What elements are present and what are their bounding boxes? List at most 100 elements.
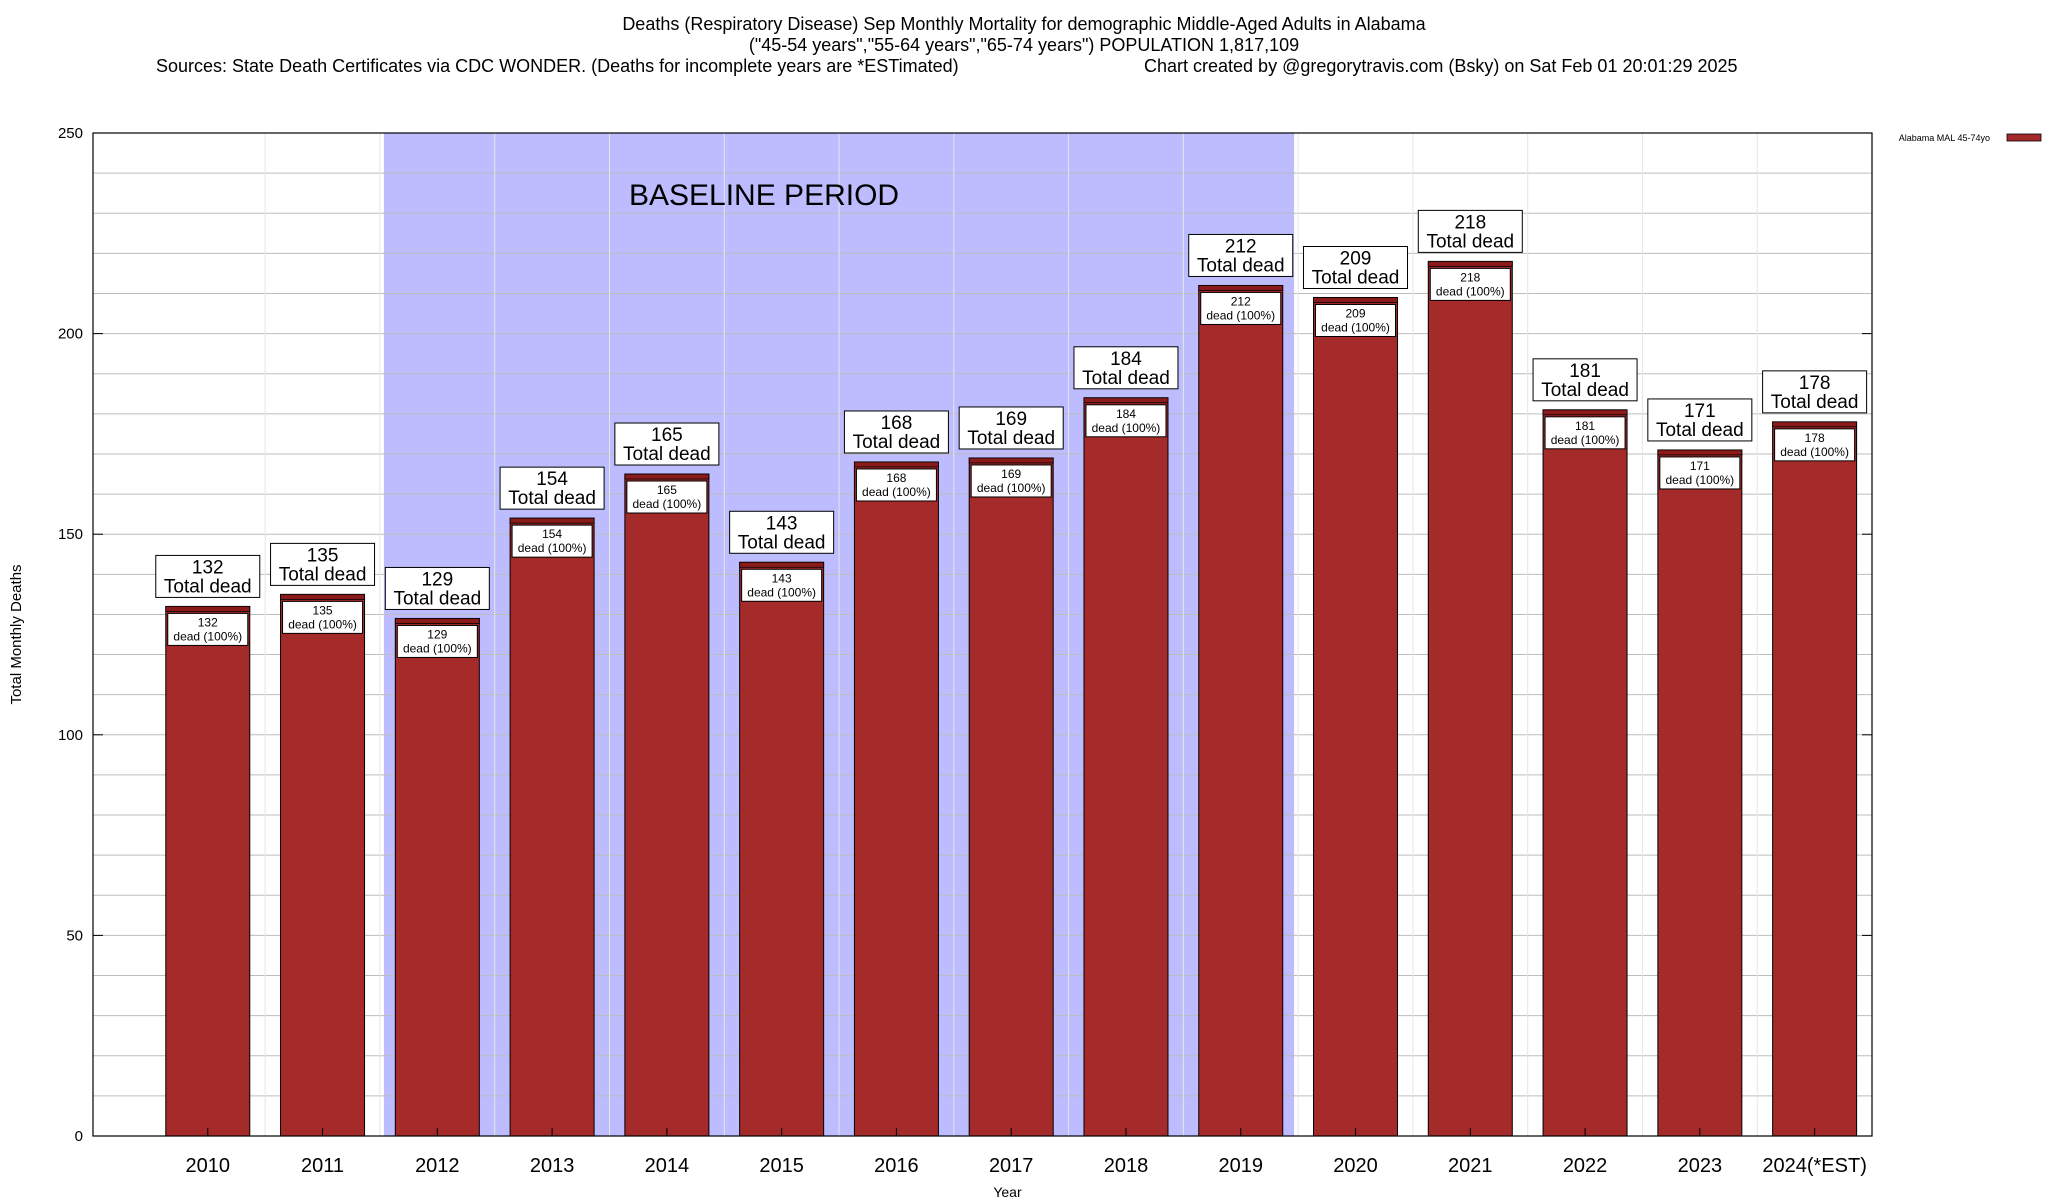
bar	[1313, 296, 1399, 1137]
bar-top-total-label: Total dead	[853, 432, 941, 453]
x-tick-label: 2019	[1218, 1155, 1263, 1177]
bar	[280, 593, 366, 1137]
bar-inner-label-box	[396, 624, 478, 658]
bar-top-value-label: 168	[881, 413, 913, 434]
bar-inner-value-label: 169	[1001, 467, 1021, 481]
bar-inner-percent-label: dead (100%)	[862, 485, 931, 499]
x-tick-label: 2016	[874, 1155, 919, 1177]
bar-top-segment	[1657, 449, 1743, 456]
bar	[165, 605, 251, 1137]
bar	[853, 461, 939, 1137]
bar-inner-label-box	[855, 468, 937, 502]
bar-top-value-label: 181	[1569, 361, 1601, 382]
y-tick-label: 200	[58, 326, 83, 343]
x-tick-label: 2017	[989, 1155, 1034, 1177]
bar-top-total-label: Total dead	[393, 588, 481, 609]
y-tick-label: 50	[66, 927, 83, 944]
bar-top-segment	[394, 618, 480, 624]
bar-top-segment	[509, 517, 595, 524]
bar-top-value-label: 165	[651, 425, 683, 446]
bar-top-label-box	[499, 466, 605, 510]
x-tick-label: 2022	[1563, 1155, 1608, 1177]
bar-inner-label-box	[282, 600, 364, 634]
bar-top-total-label: Total dead	[1312, 267, 1400, 288]
bar-inner-label-box	[626, 480, 708, 514]
bar-top-label-box	[729, 510, 835, 554]
bar-inner-value-label: 218	[1460, 270, 1480, 284]
bar	[1657, 449, 1743, 1137]
baseline-period-label: BASELINE PERIOD	[629, 179, 899, 212]
bar-top-label-box	[1532, 358, 1638, 402]
bar-top-segment	[280, 593, 365, 600]
bar-top-total-label: Total dead	[1656, 420, 1744, 441]
bar-top-total-label: Total dead	[967, 428, 1055, 449]
x-tick-label: 2010	[186, 1155, 231, 1177]
bar-inner-value-label: 212	[1231, 294, 1251, 308]
bar	[624, 473, 710, 1137]
bar-inner-label-box	[167, 612, 249, 646]
bar-top-value-label: 218	[1454, 212, 1486, 233]
x-tick-label: 2023	[1678, 1155, 1723, 1177]
chart-title-block: Deaths (Respiratory Disease) Sep Monthly…	[0, 14, 2048, 56]
bar-top-label-box	[1188, 233, 1294, 277]
bar-inner-label-box	[1085, 404, 1167, 438]
bar-top-value-label: 209	[1340, 248, 1372, 269]
x-axis-label: Year	[993, 1184, 1022, 1200]
bar-top-value-label: 143	[766, 513, 798, 534]
bar-inner-percent-label: dead (100%)	[173, 629, 242, 643]
chart-subtitle: ("45-54 years","55-64 years","65-74 year…	[748, 35, 1300, 55]
bar-top-total-label: Total dead	[164, 576, 252, 597]
bar-top-segment	[1083, 397, 1169, 404]
bar-inner-value-label: 165	[657, 483, 677, 497]
bar	[1772, 421, 1858, 1137]
bar-top-total-label: Total dead	[1426, 231, 1514, 252]
bar-inner-label-box	[741, 568, 823, 602]
bar-top-segment	[1313, 297, 1398, 303]
bar-inner-value-label: 135	[313, 603, 333, 617]
bar-inner-value-label: 132	[198, 615, 218, 629]
bar-inner-label-box	[1315, 303, 1397, 337]
x-tick-label: 2013	[530, 1155, 575, 1177]
bar-top-label-box	[155, 554, 261, 598]
bar-inner-label-box	[970, 464, 1052, 498]
bar-top-segment	[1198, 285, 1284, 291]
x-tick-label: 2012	[415, 1155, 460, 1177]
bar-top-total-label: Total dead	[508, 488, 596, 509]
bar-top-label-box	[1762, 370, 1868, 414]
bar-inner-value-label: 154	[542, 527, 562, 541]
bar-top-total-label: Total dead	[738, 532, 826, 553]
bar	[1198, 284, 1284, 1137]
bar-top-value-label: 135	[307, 545, 339, 566]
plot-border	[92, 132, 1873, 1137]
bar	[968, 457, 1054, 1137]
bar-top-segment	[968, 457, 1054, 464]
bar-inner-value-label: 178	[1805, 431, 1825, 445]
y-axis-label: Total Monthly Deaths	[8, 564, 25, 704]
bar-inner-percent-label: dead (100%)	[1780, 445, 1849, 459]
bar-inner-value-label: 209	[1346, 306, 1366, 320]
bar-top-value-label: 169	[995, 409, 1027, 430]
chart-credit: Chart created by @gregorytravis.com (Bsk…	[1144, 56, 1738, 76]
bar-top-label-box	[1417, 209, 1523, 253]
bar-inner-percent-label: dead (100%)	[1206, 308, 1275, 322]
bar	[509, 517, 595, 1137]
bar-top-value-label: 171	[1684, 401, 1716, 422]
bar-inner-percent-label: dead (100%)	[518, 541, 587, 555]
bar-inner-percent-label: dead (100%)	[633, 497, 702, 511]
legend-label: Alabama MAL 45-74yo	[1899, 133, 1990, 143]
bar	[1427, 260, 1513, 1137]
bar-top-segment	[1542, 409, 1628, 416]
bar-inner-percent-label: dead (100%)	[747, 585, 816, 599]
bar-top-value-label: 129	[421, 569, 453, 590]
x-tick-label: 2021	[1448, 1155, 1493, 1177]
x-tick-label: 2015	[759, 1155, 804, 1177]
bar-top-total-label: Total dead	[1197, 255, 1285, 276]
bar	[394, 617, 480, 1137]
bar-inner-label-box	[1429, 267, 1511, 301]
bar-inner-label-box	[1659, 456, 1741, 490]
bar-top-segment	[854, 461, 939, 468]
y-tick-label: 150	[58, 526, 83, 543]
bar-inner-value-label: 181	[1575, 419, 1595, 433]
bar-inner-value-label: 171	[1690, 459, 1710, 473]
bar	[739, 561, 825, 1137]
